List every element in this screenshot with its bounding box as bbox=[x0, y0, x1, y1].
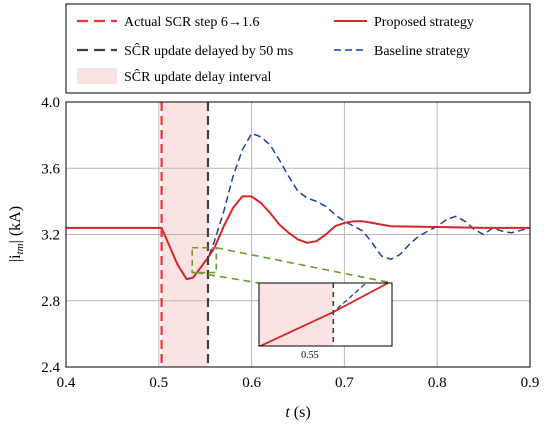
legend-box bbox=[65, 3, 531, 94]
zoom-connector-right bbox=[216, 246, 393, 284]
x-tick-label: 0.8 bbox=[428, 375, 447, 391]
inset-frame bbox=[258, 282, 393, 347]
y-tick-label: 3.6 bbox=[41, 161, 60, 177]
y-tick-label: 2.4 bbox=[41, 360, 60, 376]
proposed-strategy-line bbox=[66, 195, 530, 281]
x-tick-label: 0.7 bbox=[335, 375, 354, 391]
legend-label-baseline: Baseline strategy bbox=[374, 44, 470, 59]
y-tick-label: 4.0 bbox=[41, 95, 60, 111]
series-layer bbox=[66, 132, 530, 281]
y-tick-label: 3.2 bbox=[41, 228, 60, 244]
inset: 0.55 bbox=[258, 282, 393, 361]
inset-tick-label: 0.55 bbox=[301, 350, 319, 361]
zoom-region-box bbox=[191, 246, 218, 274]
legend-label-interval: SĈR update delay interval bbox=[124, 68, 271, 85]
x-tick-label: 0.5 bbox=[149, 375, 168, 391]
x-tick-label: 0.6 bbox=[242, 375, 261, 391]
x-tick-label: 0.4 bbox=[57, 375, 76, 391]
tick-labels: 0.4 0.5 0.6 0.7 0.8 0.9 2.4 2.8 3.2 3.6 4.0 bbox=[41, 95, 539, 391]
legend-label-proposed: Proposed strategy bbox=[374, 15, 474, 30]
x-axis-label: t (s) bbox=[285, 404, 310, 421]
zoom-connector-left bbox=[196, 271, 260, 284]
legend-swatch-interval bbox=[77, 68, 117, 84]
legend: Actual SCR step 6→1.6 SĈR update delayed… bbox=[65, 3, 531, 94]
plot-frame bbox=[65, 101, 531, 368]
inset-delay-shade bbox=[259, 283, 334, 346]
legend-label-delayed: SĈR update delayed by 50 ms bbox=[124, 42, 293, 59]
x-tick-label: 0.9 bbox=[521, 375, 540, 391]
legend-label-actual: Actual SCR step 6→1.6 bbox=[124, 15, 259, 30]
y-tick-label: 2.8 bbox=[41, 294, 60, 310]
y-axis-label: |itm| (kA) bbox=[7, 206, 26, 262]
